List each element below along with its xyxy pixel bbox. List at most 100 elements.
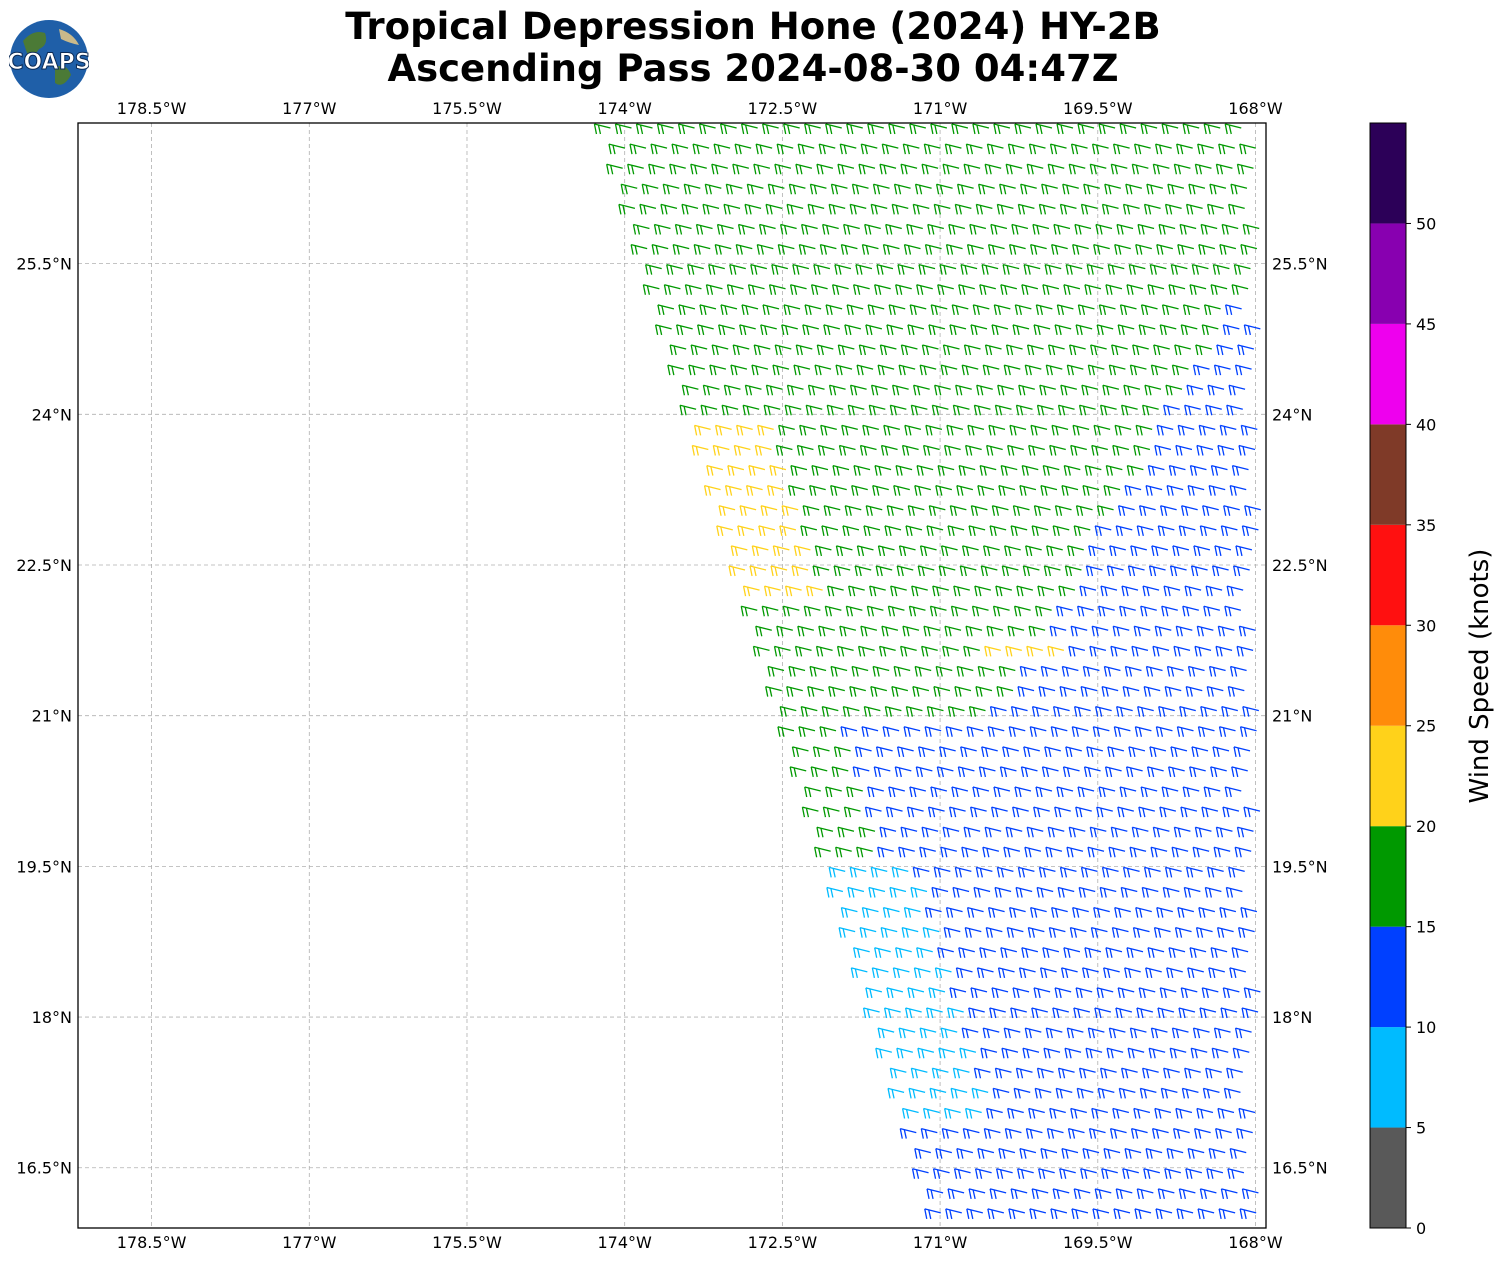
wind-barb [1174,927,1192,938]
barb-feather [881,143,885,155]
barb-feather [1243,144,1247,155]
barb-feather [1104,766,1109,778]
barb-feather [898,545,903,557]
barb-feather [928,245,933,255]
wind-barb [931,404,949,416]
barb-shaft [1172,1027,1189,1033]
barb-shaft [1016,404,1033,410]
barb-feather [873,766,877,778]
wind-barb [1114,906,1131,918]
barb-feather [715,345,719,356]
barb-shaft [1158,706,1175,712]
barb-feather [1205,405,1209,416]
barb-feather [1234,185,1238,195]
barb-feather [924,907,929,918]
wind-barb [1017,866,1035,878]
barb-feather [1015,1068,1020,1079]
barb-shaft [800,525,818,531]
wind-barb [1023,746,1040,757]
barb-feather [1016,325,1020,336]
wind-barb [654,324,672,336]
wind-barb [754,444,772,456]
barb-shaft [1230,183,1248,189]
barb-feather [998,485,1002,496]
barb-feather [923,143,928,155]
barb-shaft [1207,866,1224,873]
wind-barb [939,746,956,757]
barb-shaft [825,786,842,792]
barb-feather [1154,1108,1158,1119]
barb-feather [1010,525,1014,536]
wind-barb [935,665,953,677]
barb-feather [739,245,743,255]
barb-feather [949,324,953,336]
barb-feather [699,225,704,235]
barb-feather [1040,406,1045,416]
barb-feather [937,687,941,697]
barb-feather [1141,707,1145,717]
wind-barb [1122,203,1140,215]
barb-shaft [1020,183,1037,189]
barb-feather [1093,647,1097,657]
wind-barb [1198,424,1216,436]
barb-feather [926,525,930,536]
barb-feather [990,1109,994,1119]
barb-shaft [779,525,797,531]
barb-feather [1179,446,1183,456]
barb-feather [783,526,787,536]
wind-barb [977,485,995,496]
barb-feather [1049,143,1054,155]
barb-feather [930,707,935,717]
wind-barb [651,243,669,255]
barb-feather [1151,948,1155,958]
wind-barb [883,424,901,436]
barb-shaft [849,685,866,692]
barb-feather [1237,927,1242,938]
barb-feather [1149,264,1153,275]
barb-shaft [888,605,905,611]
wind-barb [828,384,846,396]
barb-feather [913,385,917,396]
barb-feather [1043,386,1047,396]
wind-barb [963,344,981,356]
barb-feather [1006,747,1010,757]
wind-barb [1194,1127,1211,1139]
barb-feather [1222,727,1227,737]
barb-feather [1206,506,1210,516]
wind-barb [1014,123,1032,135]
barb-feather [1112,365,1117,376]
wind-barb [844,324,862,336]
barb-feather [937,947,941,958]
barb-feather [1054,806,1058,818]
barb-shaft [727,464,745,471]
wind-barb [872,665,890,677]
wind-barb [1231,284,1249,295]
wind-barb [1237,344,1255,356]
barb-feather [936,1169,941,1179]
barb-shaft [837,826,855,832]
barb-shaft [825,123,842,129]
barb-shaft [822,706,839,712]
barb-feather [671,365,675,376]
barb-feather [1093,425,1097,436]
barb-shaft [1070,1107,1087,1114]
barb-feather [1007,1028,1011,1039]
barb-shaft [1009,243,1026,250]
wind-barb [940,1027,958,1039]
barb-feather [1024,1027,1028,1039]
barb-feather [904,345,909,356]
barb-shaft [880,344,897,350]
barb-feather [876,185,881,195]
wind-barb [828,203,846,215]
barb-feather [798,726,802,737]
barb-shaft [986,444,1003,451]
barb-feather [648,164,652,175]
wind-barb [1116,706,1133,717]
barb-feather [895,868,899,878]
barb-feather [1193,285,1197,295]
wind-barb [879,163,897,175]
wind-barb [1020,766,1038,778]
barb-feather [899,285,903,295]
barb-feather [1153,927,1158,938]
barb-feather [910,807,915,818]
